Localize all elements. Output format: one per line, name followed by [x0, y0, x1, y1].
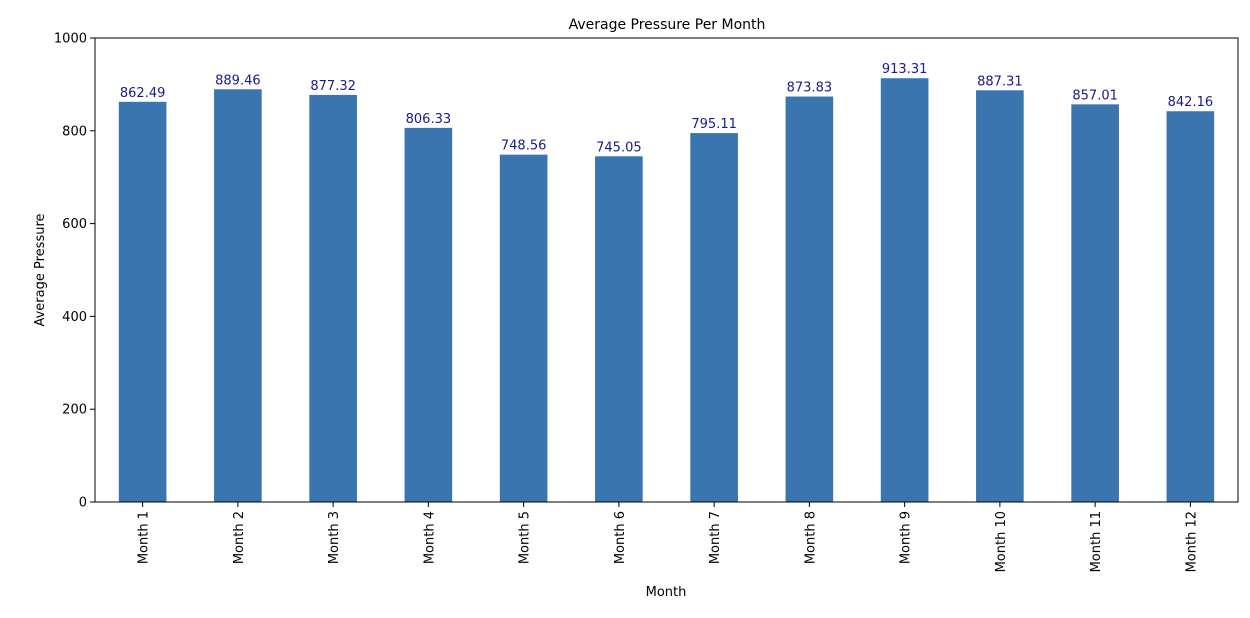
plot-frame [94, 37, 1239, 503]
bar-value-label-8: 873.83 [787, 81, 833, 96]
x-tick-label-11: Month 11 [1089, 511, 1104, 572]
bar-value-label-10: 887.31 [977, 74, 1023, 89]
y-tick-label-600: 600 [62, 217, 87, 232]
x-tick-label-1: Month 1 [137, 511, 152, 564]
bar-4 [404, 127, 453, 503]
bars-layer [118, 78, 1215, 503]
bar-value-label-3: 877.32 [310, 79, 356, 94]
x-tick-label-10: Month 10 [994, 511, 1009, 572]
bar-value-label-6: 745.05 [596, 140, 642, 155]
x-axis: Month 1 Month 2 Month 3 Month 4 Month 5 Month… [137, 502, 1199, 572]
y-tick-label-1000: 1000 [54, 32, 87, 47]
x-tick-label-12: Month 12 [1184, 511, 1199, 572]
bar-2 [214, 89, 262, 502]
y-tick-label-200: 200 [62, 403, 87, 418]
y-tick-label-400: 400 [62, 310, 87, 325]
y-tick-label-800: 800 [62, 124, 87, 139]
bar-value-label-1: 862.49 [120, 86, 166, 101]
bar-1 [118, 101, 167, 503]
bar-10 [976, 90, 1024, 502]
y-tick-label-0: 0 [79, 496, 87, 511]
y-axis: 0 200 400 600 800 1000 [54, 32, 95, 511]
bar-11 [1071, 104, 1119, 502]
bar-value-label-11: 857.01 [1072, 88, 1118, 103]
bar-9 [880, 78, 929, 502]
bar-7 [690, 133, 738, 502]
y-axis-label: Average Pressure [33, 213, 48, 326]
bar-value-label-12: 842.16 [1168, 95, 1214, 110]
x-tick-label-9: Month 9 [899, 511, 914, 564]
x-tick-label-7: Month 7 [708, 511, 723, 564]
x-tick-label-8: Month 8 [803, 511, 818, 564]
value-labels-layer: 862.49 889.46 877.32 806.33 748.56 745.05 795.… [120, 62, 1213, 155]
x-tick-label-6: Month 6 [613, 511, 628, 564]
bar-3 [309, 94, 357, 503]
bar-6 [595, 156, 643, 503]
bar-value-label-4: 806.33 [406, 112, 452, 127]
bar-value-label-5: 748.56 [501, 139, 547, 154]
x-tick-label-2: Month 2 [232, 511, 247, 564]
chart-title: Average Pressure Per Month [569, 17, 766, 33]
x-tick-label-5: Month 5 [518, 511, 533, 564]
x-tick-label-4: Month 4 [422, 511, 437, 564]
bar-5 [499, 154, 548, 503]
x-tick-label-3: Month 3 [327, 511, 342, 564]
bar-value-label-9: 913.31 [882, 62, 928, 77]
bar-value-label-2: 889.46 [215, 73, 261, 88]
bar-12 [1166, 111, 1215, 503]
bar-value-label-7: 795.11 [691, 117, 737, 132]
x-axis-label: Month [646, 585, 687, 600]
bar-8 [785, 96, 834, 502]
